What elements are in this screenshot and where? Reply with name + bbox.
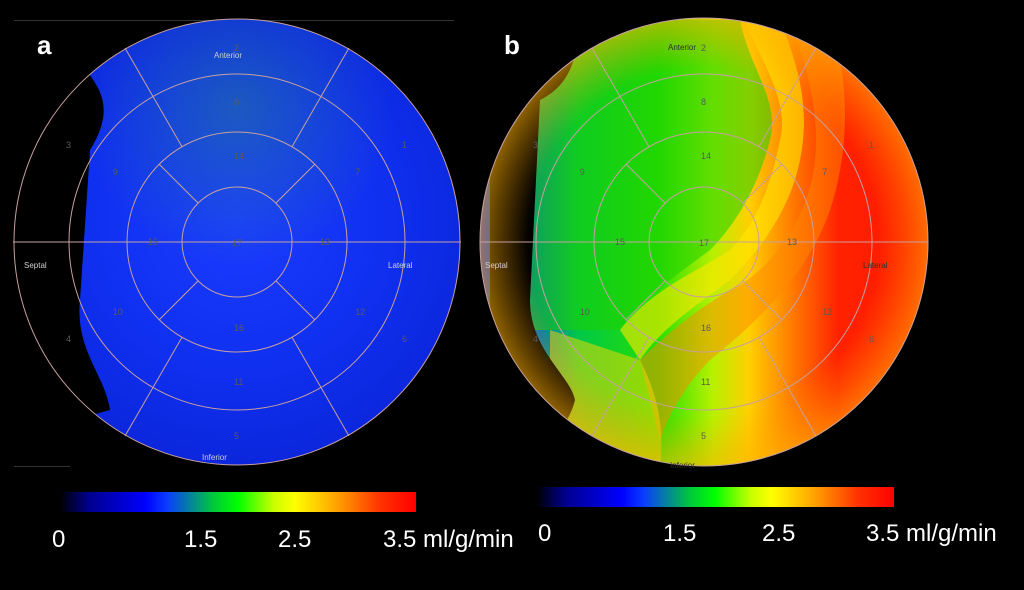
sector-line (787, 47, 817, 97)
segment-number: 17 (699, 238, 709, 248)
segment-number: 9 (580, 167, 585, 177)
segment-number: 7 (355, 167, 360, 177)
colorbar-b-tick-3: 3.5 ml/g/min (866, 520, 997, 547)
sector-line (742, 280, 783, 321)
segment-number: 2 (234, 43, 239, 53)
segment-number: 8 (701, 97, 706, 107)
segment-number: 13 (320, 237, 330, 247)
segment-number: 11 (701, 377, 710, 387)
sector-line (320, 47, 350, 97)
sector-line (320, 387, 350, 437)
sector-line (758, 337, 789, 388)
segment-number: 7 (822, 167, 827, 177)
segment-number: 4 (66, 334, 71, 344)
sector-line (124, 387, 154, 437)
sector-line (591, 387, 621, 437)
sector-line (124, 47, 154, 97)
segment-number: 1 (402, 140, 407, 150)
segment-number: 10 (580, 307, 590, 317)
sector-line (787, 387, 817, 437)
segment-number: 12 (355, 307, 365, 317)
sector-line (291, 337, 322, 388)
segment-number: 16 (701, 323, 711, 333)
anterior-label: Anterior (214, 51, 242, 60)
bottom-rule (14, 466, 70, 467)
panel-b-letter: b (504, 30, 520, 60)
sector-line (158, 163, 199, 204)
sector-line (758, 96, 789, 147)
inferior-label: Inferior (670, 461, 695, 470)
colorbar-b-tick-2: 2.5 (762, 520, 796, 547)
segment-number: 10 (113, 307, 123, 317)
sector-line (275, 280, 316, 321)
sector-line (625, 163, 666, 204)
segment-number: 16 (234, 323, 244, 333)
sector-lines-b (480, 47, 928, 437)
segment-number: 13 (787, 237, 797, 247)
sector-line (742, 163, 783, 204)
segment-number: 6 (869, 334, 874, 344)
segment-number: 9 (113, 167, 118, 177)
colorbar-b-tick-1: 1.5 (663, 520, 697, 547)
colorbar-b (536, 487, 894, 507)
sector-line (619, 96, 650, 147)
segment-number: 5 (701, 431, 706, 441)
sector-line (625, 280, 666, 321)
panel-a: a 1 6 5 4 3 2 7 12 11 10 9 8 13 16 (13, 18, 514, 553)
panel-b: b (479, 0, 1024, 590)
inferior-label: Inferior (202, 453, 227, 462)
segment-number: 11 (234, 377, 243, 387)
segment-number: 15 (615, 237, 625, 247)
sector-line (275, 163, 316, 204)
segment-number: 15 (148, 237, 158, 247)
lateral-label: Lateral (388, 261, 413, 270)
colorbar-a-tick-1: 1.5 (184, 526, 218, 553)
segment-number: 6 (402, 334, 407, 344)
colorbar-b-tick-0: 0 (538, 520, 552, 547)
sector-line (158, 280, 199, 321)
panel-a-letter: a (37, 30, 52, 60)
segment-number: 2 (701, 43, 706, 53)
colorbar-a-tick-0: 0 (52, 526, 66, 553)
segment-number: 17 (232, 238, 242, 248)
segment-number: 8 (234, 97, 239, 107)
septal-label: Septal (485, 261, 508, 270)
colorbar-a-tick-3: 3.5 ml/g/min (383, 526, 514, 553)
sector-line (619, 337, 650, 388)
sector-lines-a (13, 47, 461, 437)
segment-number: 5 (234, 431, 239, 441)
segment-number: 3 (66, 140, 71, 150)
sector-line (291, 96, 322, 147)
segment-number: 1 (869, 140, 874, 150)
sector-line (152, 96, 183, 147)
segment-number: 14 (234, 151, 244, 161)
septal-label: Septal (24, 261, 47, 270)
colorbar-a (60, 492, 416, 512)
segment-number: 14 (701, 151, 711, 161)
segment-number: 3 (533, 140, 538, 150)
segment-number: 4 (533, 334, 538, 344)
anterior-label: Anterior (668, 43, 696, 52)
sector-line (591, 47, 621, 97)
sector-line (152, 337, 183, 388)
colorbar-a-tick-2: 2.5 (278, 526, 312, 553)
segment-number: 12 (822, 307, 832, 317)
lateral-label: Lateral (863, 261, 888, 270)
